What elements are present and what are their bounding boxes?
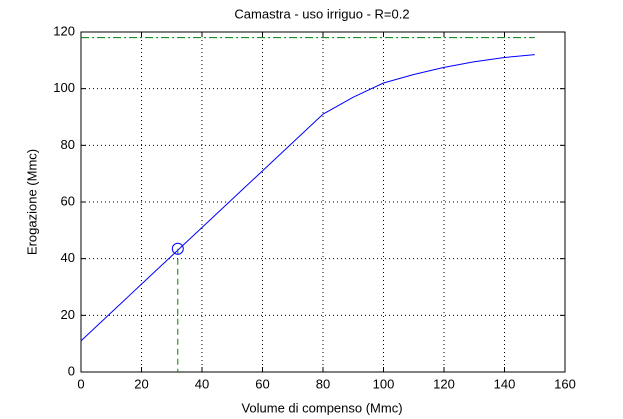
y-tick-label: 0 [68,363,75,378]
y-tick-label: 60 [61,193,75,208]
x-tick-label: 60 [255,376,269,391]
x-tick-label: 80 [316,376,330,391]
y-tick-label: 40 [61,250,75,265]
axes-box [80,31,566,373]
y-tick-label: 120 [53,23,75,38]
y-tick-label: 100 [53,80,75,95]
y-axis-label: Erogazione (Mmc) [24,149,39,255]
x-tick-label: 100 [373,376,395,391]
x-axis-label: Volume di compenso (Mmc) [241,400,402,415]
x-tick-label: 140 [494,376,516,391]
x-tick-label: 40 [195,376,209,391]
x-tick-label: 0 [77,376,84,391]
x-tick-label: 120 [433,376,455,391]
y-tick-label: 20 [61,307,75,322]
x-tick-label: 160 [554,376,576,391]
y-tick-label: 80 [61,137,75,152]
marker [171,242,184,255]
data-line [80,54,535,342]
x-tick-label: 20 [134,376,148,391]
chart-title: Camastra - uso irriguo - R=0.2 [234,6,409,21]
